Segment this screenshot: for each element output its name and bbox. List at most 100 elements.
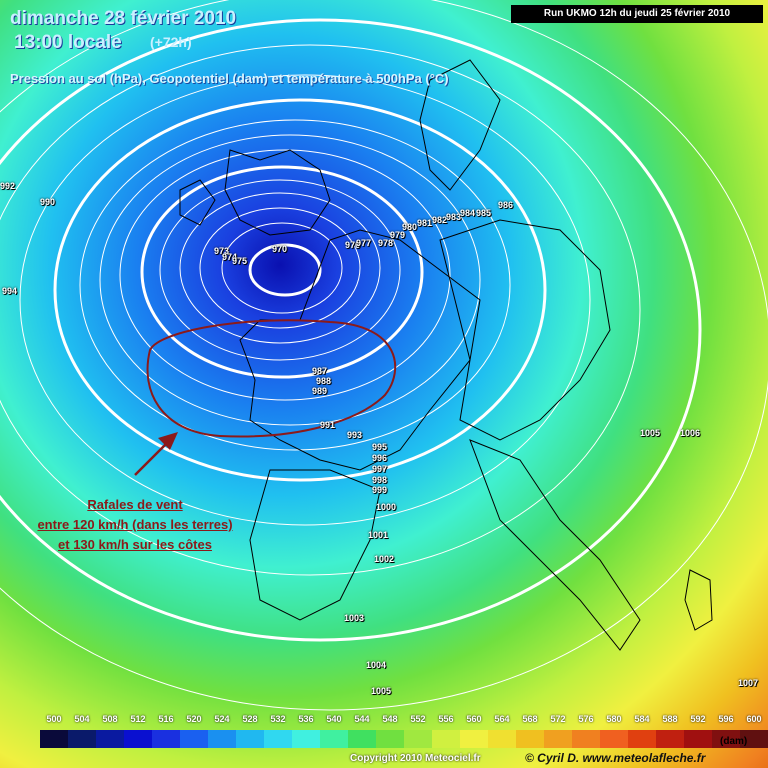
legend-swatch bbox=[264, 730, 292, 748]
legend-tick-label: 596 bbox=[718, 714, 734, 724]
legend-tick-label: 544 bbox=[354, 714, 370, 724]
isobar-label: 997 bbox=[372, 464, 388, 474]
isobar-label: 986 bbox=[498, 200, 514, 210]
legend-swatch bbox=[68, 730, 96, 748]
isobar-label: 974 bbox=[222, 252, 238, 262]
legend-tick-label: 528 bbox=[242, 714, 258, 724]
isobar-label: 989 bbox=[312, 386, 328, 396]
legend-swatch bbox=[236, 730, 264, 748]
isobar-label: 994 bbox=[2, 286, 18, 296]
legend-tick-label: 516 bbox=[158, 714, 174, 724]
isobar-label: 976 bbox=[345, 240, 361, 250]
isobar-label: 975 bbox=[232, 256, 248, 266]
legend-swatch bbox=[208, 730, 236, 748]
model-run-label: Run UKMO 12h du jeudi 25 février 2010 bbox=[511, 5, 763, 23]
legend-tick-label: 548 bbox=[382, 714, 398, 724]
legend-tick-label: 584 bbox=[634, 714, 650, 724]
isobar-label: 1005 bbox=[640, 428, 661, 438]
isobar-label: 1003 bbox=[344, 613, 365, 623]
legend-tick-label: 500 bbox=[46, 714, 62, 724]
legend-tick-label: 508 bbox=[102, 714, 118, 724]
legend-swatch bbox=[740, 730, 768, 748]
legend-swatch bbox=[712, 730, 740, 748]
isobar-label: 979 bbox=[390, 230, 406, 240]
isobar-label: 980 bbox=[402, 222, 418, 232]
legend-swatch bbox=[320, 730, 348, 748]
forecast-offset: (+72h) bbox=[150, 34, 192, 50]
legend-swatch bbox=[40, 730, 68, 748]
isobar-label: 1004 bbox=[366, 660, 387, 670]
legend-swatch bbox=[600, 730, 628, 748]
legend-labels: 500 504 508 512 516 520 524 528 532 536 540 544 548 5… bbox=[40, 714, 761, 728]
isobar-label: 991 bbox=[320, 420, 336, 430]
isobar-label: 996 bbox=[372, 453, 388, 463]
isobar-label: 970 bbox=[272, 244, 288, 254]
legend-swatch bbox=[488, 730, 516, 748]
forecast-time: 13:00 locale bbox=[14, 32, 122, 53]
isobar-label: 1001 bbox=[368, 530, 389, 540]
legend-tick-label: 564 bbox=[494, 714, 510, 724]
legend-tick-label: 560 bbox=[466, 714, 482, 724]
legend-swatch bbox=[516, 730, 544, 748]
isobar-label: 1002 bbox=[374, 554, 395, 564]
forecast-date: dimanche 28 février 2010 bbox=[10, 8, 237, 29]
legend-tick-label: 580 bbox=[606, 714, 622, 724]
isobar-label: 973 bbox=[214, 246, 230, 256]
legend-swatch bbox=[544, 730, 572, 748]
isobar-label: 982 bbox=[432, 215, 448, 225]
legend-tick-label: 588 bbox=[662, 714, 678, 724]
legend-tick-label: 532 bbox=[270, 714, 286, 724]
credit-text: © Cyril D. www.meteolafleche.fr bbox=[525, 751, 706, 765]
isobar-label: 1000 bbox=[376, 502, 397, 512]
legend-tick-label: 512 bbox=[130, 714, 146, 724]
isobar-label: 978 bbox=[378, 238, 394, 248]
legend-swatch bbox=[628, 730, 656, 748]
legend-unit: (dam) bbox=[720, 736, 748, 747]
legend-tick-label: 536 bbox=[298, 714, 314, 724]
isobar-label: 987 bbox=[312, 366, 328, 376]
annotation-line-2: entre 120 km/h (dans les terres) bbox=[37, 517, 233, 532]
legend-tick-label: 568 bbox=[522, 714, 538, 724]
color-scale-legend bbox=[40, 730, 768, 748]
legend-tick-label: 572 bbox=[550, 714, 566, 724]
isobar-label: 1005 bbox=[371, 686, 392, 696]
legend-swatch bbox=[124, 730, 152, 748]
copyright-text: Copyright 2010 Meteociel.fr bbox=[350, 753, 481, 764]
legend-tick-label: 592 bbox=[690, 714, 706, 724]
isobar-label: 992 bbox=[0, 181, 16, 191]
isobar-label: 990 bbox=[40, 197, 56, 207]
legend-tick-label: 576 bbox=[578, 714, 594, 724]
legend-swatch bbox=[656, 730, 684, 748]
isobar-label: 999 bbox=[372, 485, 388, 495]
isobar-label: 993 bbox=[347, 430, 363, 440]
annotation-arrow-head bbox=[158, 432, 178, 450]
isobar-label: 995 bbox=[372, 442, 388, 452]
legend-swatch bbox=[96, 730, 124, 748]
isobar-label: 981 bbox=[417, 218, 433, 228]
legend-swatch bbox=[348, 730, 376, 748]
legend-swatch bbox=[376, 730, 404, 748]
legend-swatch bbox=[684, 730, 712, 748]
legend-tick-label: 524 bbox=[214, 714, 230, 724]
legend-swatch bbox=[572, 730, 600, 748]
legend-tick-label: 520 bbox=[186, 714, 202, 724]
gust-zone-outline bbox=[146, 319, 397, 438]
annotation-line-1: Rafales de vent bbox=[87, 497, 183, 512]
isobar-label: 983 bbox=[446, 212, 462, 222]
isobar-label: 1007 bbox=[738, 678, 759, 688]
annotation-line-3: et 130 km/h sur les côtes bbox=[58, 537, 212, 552]
isobar-label: 977 bbox=[356, 238, 372, 248]
isobar-label: 984 bbox=[460, 208, 476, 218]
legend-swatch bbox=[432, 730, 460, 748]
isobar-label: 985 bbox=[476, 208, 492, 218]
wind-gust-annotation: Rafales de vent entre 120 km/h (dans les… bbox=[10, 495, 260, 555]
isobar-label: 1006 bbox=[680, 428, 701, 438]
legend-swatch bbox=[152, 730, 180, 748]
isobars bbox=[0, 0, 768, 711]
legend-tick-label: 504 bbox=[74, 714, 90, 724]
coastlines bbox=[179, 59, 713, 651]
legend-swatch bbox=[404, 730, 432, 748]
isobar-label: 998 bbox=[372, 475, 388, 485]
